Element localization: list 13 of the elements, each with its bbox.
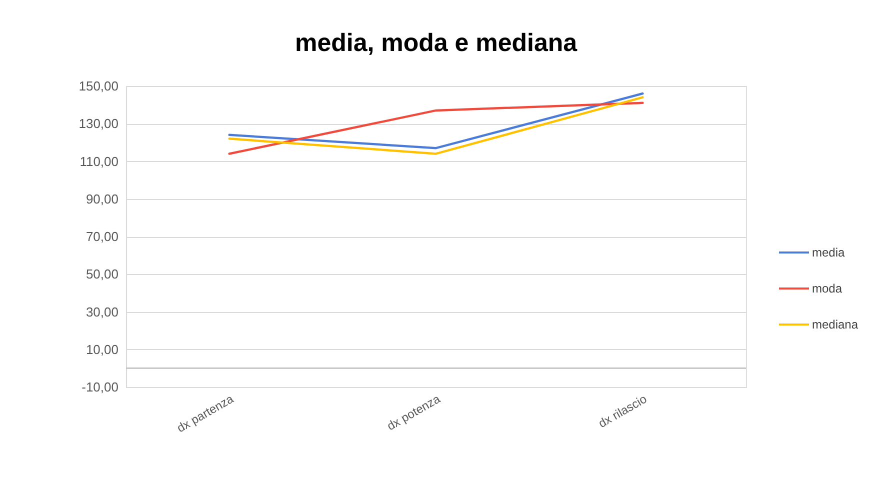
- y-tick-label: -10,00: [82, 380, 118, 394]
- y-tick-label: 50,00: [86, 266, 118, 282]
- legend-label: mediana: [812, 318, 858, 332]
- y-tick-label: 130,00: [78, 116, 118, 132]
- y-tick-label: 150,00: [78, 78, 118, 94]
- y-tick-label: 90,00: [86, 191, 118, 206]
- y-tick-label: 30,00: [86, 304, 118, 320]
- y-tick-label: 10,00: [86, 342, 118, 357]
- y-tick-label: 70,00: [86, 229, 118, 244]
- legend-label: moda: [812, 282, 842, 296]
- y-tick-label: 110,00: [80, 154, 118, 169]
- chart-title: media, moda e mediana: [294, 29, 578, 57]
- legend-label: media: [812, 246, 846, 260]
